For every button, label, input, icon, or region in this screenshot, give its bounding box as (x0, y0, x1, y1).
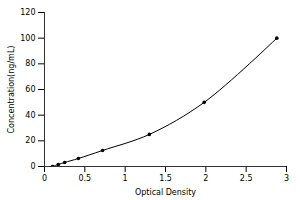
svg-text:Concentration(ng/mL): Concentration(ng/mL) (7, 46, 16, 134)
svg-text:60: 60 (25, 85, 35, 94)
svg-text:2: 2 (203, 174, 208, 183)
svg-text:0.5: 0.5 (78, 174, 91, 183)
svg-text:40: 40 (25, 111, 35, 120)
svg-text:1.5: 1.5 (159, 174, 172, 183)
svg-text:120: 120 (20, 8, 35, 17)
svg-text:1: 1 (123, 174, 128, 183)
svg-text:0: 0 (30, 162, 35, 171)
svg-text:Optical Density: Optical Density (135, 188, 196, 197)
svg-text:80: 80 (25, 59, 35, 68)
svg-text:0: 0 (42, 174, 47, 183)
svg-text:3: 3 (284, 174, 289, 183)
svg-text:2.5: 2.5 (240, 174, 253, 183)
svg-text:100: 100 (20, 34, 35, 43)
svg-text:20: 20 (25, 136, 35, 145)
